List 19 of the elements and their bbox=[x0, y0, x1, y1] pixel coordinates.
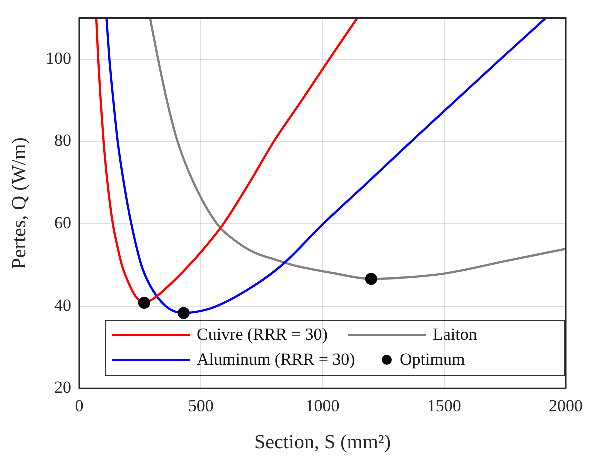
y-tick-label: 40 bbox=[54, 296, 72, 315]
x-tick-label: 500 bbox=[188, 396, 214, 416]
point bbox=[138, 296, 150, 309]
legend-label: Laiton bbox=[433, 325, 478, 346]
legend-label: Aluminum (RRR = 30) bbox=[197, 350, 356, 370]
y-axis-title: Pertes, Q (W/m) bbox=[8, 138, 30, 270]
legend-label: Cuivre (RRR = 30) bbox=[197, 325, 328, 346]
x-axis-title: Section, S (mm²) bbox=[254, 431, 392, 454]
x-tick-label: 0 bbox=[75, 396, 84, 416]
y-tick-label: 100 bbox=[46, 48, 72, 68]
point bbox=[365, 273, 378, 286]
y-tick-label: 80 bbox=[54, 131, 72, 150]
legend-label: Optimum bbox=[400, 350, 466, 370]
y-tick-label: 60 bbox=[54, 213, 72, 232]
x-tick-label: 2000 bbox=[549, 396, 583, 416]
x-tick-label: 1000 bbox=[306, 396, 340, 416]
point bbox=[178, 307, 190, 320]
x-tick-label: 1500 bbox=[427, 396, 462, 416]
y-tick-label: 20 bbox=[54, 378, 72, 398]
